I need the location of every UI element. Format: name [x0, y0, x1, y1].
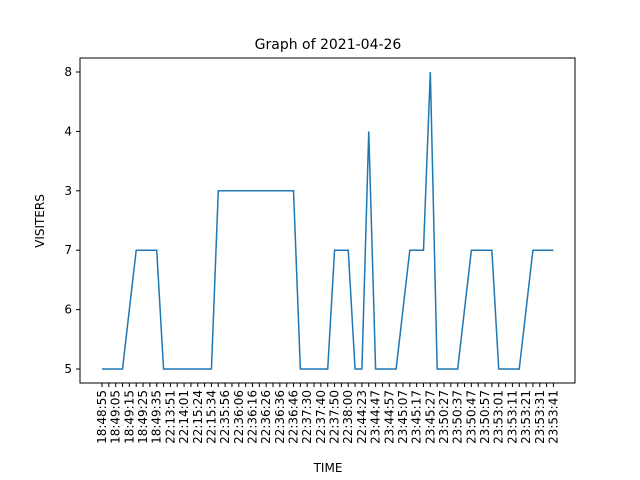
x-tick-label: 22:36:26 [259, 390, 273, 444]
series-line [102, 71, 554, 370]
x-tick-label: 23:53:01 [492, 390, 506, 444]
x-tick-label: 22:35:56 [218, 390, 232, 444]
x-tick-label: 18:49:35 [150, 390, 164, 444]
x-tick-label: 23:50:57 [478, 390, 492, 444]
y-tick-label: 7 [64, 243, 72, 257]
x-tick-label: 23:53:11 [505, 390, 519, 444]
x-tick-label: 18:49:25 [136, 390, 150, 444]
x-axis-label: TIME [313, 461, 343, 475]
x-tick-label: 22:36:16 [245, 390, 259, 444]
x-tick-label: 22:37:40 [314, 390, 328, 444]
chart-title: Graph of 2021-04-26 [255, 37, 402, 53]
y-tick-label: 5 [64, 362, 72, 376]
x-tick-label: 23:44:57 [382, 390, 396, 444]
x-tick-label: 23:50:47 [464, 390, 478, 444]
x-tick-label: 23:45:27 [423, 390, 437, 444]
y-tick-label: 4 [64, 124, 72, 138]
x-tick-label: 18:49:15 [122, 390, 136, 444]
x-tick-label: 22:38:00 [341, 390, 355, 444]
x-tick-label: 18:48:55 [95, 390, 109, 444]
x-tick-label: 23:45:07 [396, 390, 410, 444]
x-tick-label: 23:50:37 [451, 390, 465, 444]
y-tick-label: 3 [64, 184, 72, 198]
x-tick-label: 23:53:21 [519, 390, 533, 444]
x-tick-label: 23:53:31 [533, 390, 547, 444]
y-tick-label: 8 [64, 65, 72, 79]
y-axis-label: VISITERS [33, 194, 47, 248]
x-tick-label: 23:50:27 [437, 390, 451, 444]
x-tick-label: 22:14:01 [177, 390, 191, 444]
x-tick-label: 23:45:17 [410, 390, 424, 444]
x-tick-label: 22:15:24 [191, 390, 205, 444]
x-tick-label: 22:13:51 [163, 390, 177, 444]
x-tick-label: 22:36:36 [273, 390, 287, 444]
x-tick-label: 22:44:23 [355, 390, 369, 444]
x-tick-label: 23:44:47 [369, 390, 383, 444]
x-tick-label: 22:15:34 [204, 390, 218, 444]
x-tick-label: 23:53:41 [546, 390, 560, 444]
x-tick-label: 22:37:30 [300, 390, 314, 444]
y-tick-label: 6 [64, 303, 72, 317]
x-tick-label: 22:37:50 [328, 390, 342, 444]
x-tick-label: 18:49:05 [109, 390, 123, 444]
plot-frame [79, 57, 576, 384]
x-tick-label: 22:36:46 [287, 390, 301, 444]
x-tick-label: 22:36:06 [232, 390, 246, 444]
